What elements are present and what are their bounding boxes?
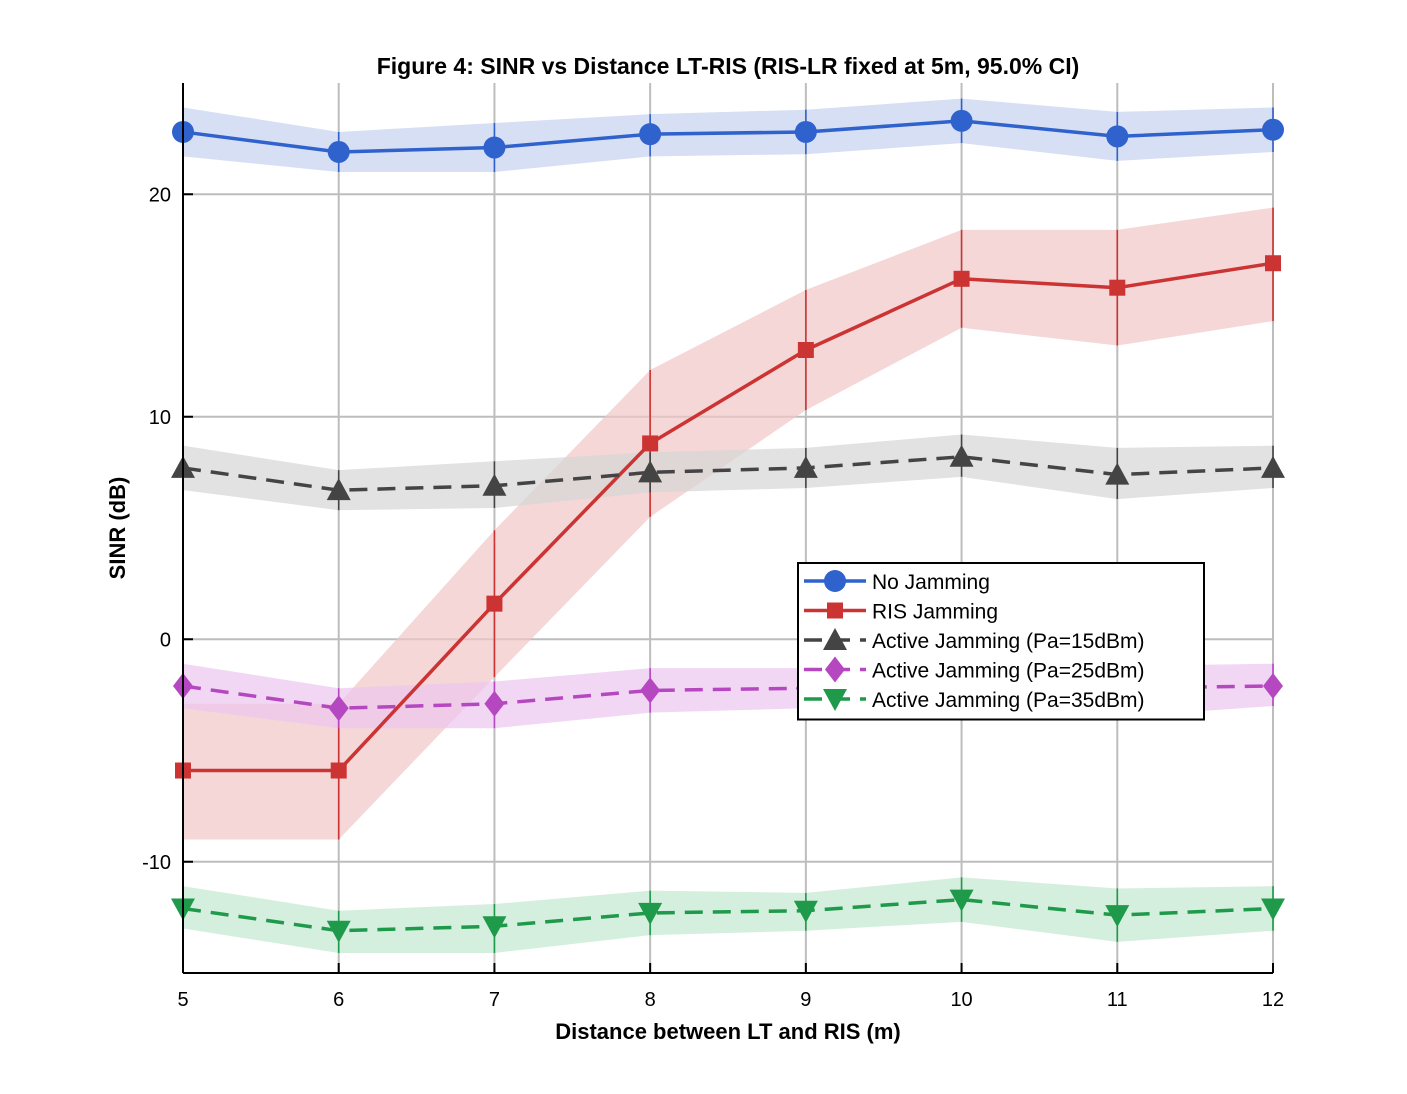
data-point xyxy=(953,270,970,287)
data-point xyxy=(328,695,349,722)
x-tick-label: 6 xyxy=(333,989,344,1011)
data-point xyxy=(823,689,847,711)
legend-label: RIS Jamming xyxy=(872,601,998,624)
legend-label: Active Jamming (Pa=25dBm) xyxy=(872,660,1145,683)
data-point xyxy=(793,900,818,923)
ci-band xyxy=(183,207,1273,840)
series-line xyxy=(182,455,1274,492)
data-point xyxy=(825,656,845,683)
axes xyxy=(182,83,1274,974)
data-point xyxy=(949,889,974,912)
series-line xyxy=(182,119,1274,154)
data-point xyxy=(827,602,843,619)
legend-label: No Jamming xyxy=(872,571,990,594)
data-point xyxy=(330,762,347,779)
data-point xyxy=(483,136,506,159)
data-point xyxy=(642,435,659,452)
x-tick-label: 5 xyxy=(177,989,188,1011)
data-point xyxy=(326,920,351,943)
x-tick-label: 9 xyxy=(800,989,811,1011)
data-point xyxy=(638,460,663,483)
series-line xyxy=(183,261,1274,773)
data-point xyxy=(1261,455,1285,478)
data-point xyxy=(1265,255,1281,272)
data-point xyxy=(794,120,817,143)
legend-label: Active Jamming (Pa=35dBm) xyxy=(872,689,1145,712)
data-point xyxy=(950,109,973,132)
data-point xyxy=(482,473,507,496)
data-point xyxy=(1105,905,1130,928)
data-point xyxy=(640,677,661,704)
legend: No Jamming RIS Jamming Active Jamming (Pa=… xyxy=(797,562,1205,721)
x-tick-label: 12 xyxy=(1262,989,1284,1011)
data-point xyxy=(1263,672,1283,699)
data-point xyxy=(486,595,503,612)
x-axis-label: Distance between LT and RIS (m) xyxy=(555,1019,901,1044)
data-point xyxy=(1261,898,1285,921)
data-point xyxy=(482,916,507,939)
tick-labels: 5 6 7 8 9 10 11 12 -10 0 10 20 xyxy=(142,184,1284,1011)
data-point xyxy=(823,628,847,650)
y-tick-label: 0 xyxy=(160,629,171,651)
chart-title: Figure 4: SINR vs Distance LT-RIS (RIS-L… xyxy=(377,53,1080,79)
series-line xyxy=(182,897,1274,933)
data-point xyxy=(326,478,351,501)
x-tick-label: 8 xyxy=(645,989,656,1011)
data-point xyxy=(824,570,846,592)
y-tick-label: 20 xyxy=(149,184,171,206)
data-point xyxy=(1262,118,1284,141)
legend-label: Active Jamming (Pa=15dBm) xyxy=(872,630,1145,653)
data-point xyxy=(638,902,663,925)
x-tick-label: 10 xyxy=(950,989,972,1011)
y-tick-label: 10 xyxy=(149,407,171,429)
data-point xyxy=(1105,462,1130,485)
x-tick-label: 7 xyxy=(489,989,500,1011)
data-point xyxy=(327,140,350,163)
x-tick-label: 11 xyxy=(1107,989,1128,1011)
y-tick-label: -10 xyxy=(142,852,171,874)
ci-band xyxy=(183,877,1273,953)
data-point xyxy=(797,342,814,358)
y-axis-label: SINR (dB) xyxy=(105,477,130,580)
data-point xyxy=(949,444,974,467)
data-point xyxy=(1106,125,1129,148)
data-point xyxy=(1109,279,1126,296)
data-point xyxy=(639,123,662,146)
ci-band xyxy=(183,434,1273,511)
data-point xyxy=(793,455,818,478)
ci-band xyxy=(183,98,1273,172)
data-point xyxy=(484,690,505,717)
